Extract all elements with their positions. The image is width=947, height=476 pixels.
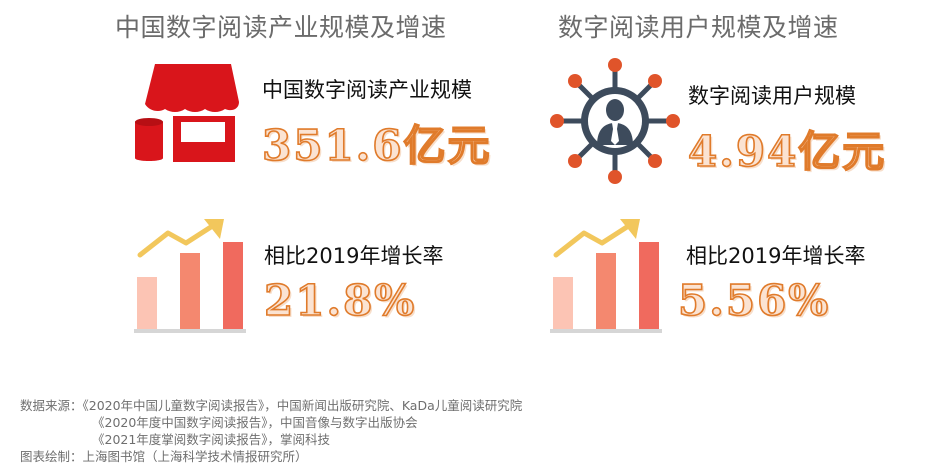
industry-scale-value: 351.6亿元 (261, 120, 492, 171)
growth-bar-chart-icon (134, 215, 249, 333)
right-section-title: 数字阅读用户规模及增速 (558, 13, 839, 42)
source-line-3: 《2021年度掌阅数字阅读报告》，掌阅科技 (92, 432, 331, 447)
source-line-2: 《2020年度中国数字阅读报告》，中国音像与数字出版协会 (92, 415, 418, 430)
industry-growth-label: 相比2019年增长率 (264, 244, 444, 268)
user-network-icon (545, 55, 685, 187)
left-section-title: 中国数字阅读产业规模及增速 (115, 13, 447, 42)
user-scale-value: 4.94亿元 (687, 126, 887, 177)
industry-scale-label: 中国数字阅读产业规模 (262, 78, 472, 102)
user-scale-label: 数字阅读用户规模 (688, 84, 856, 108)
chart-credit: 图表绘制：上海图书馆（上海科学技术情报研究所） (20, 449, 308, 464)
user-growth-label: 相比2019年增长率 (686, 244, 866, 268)
store-icon (133, 62, 243, 164)
source-line-1: 数据来源：《2020年中国儿童数字阅读报告》，中国新闻出版研究院、KaDa儿童阅… (20, 398, 523, 413)
growth-bar-chart-icon (550, 215, 665, 333)
industry-growth-value: 21.8% (263, 275, 417, 326)
user-growth-value: 5.56% (677, 275, 831, 326)
